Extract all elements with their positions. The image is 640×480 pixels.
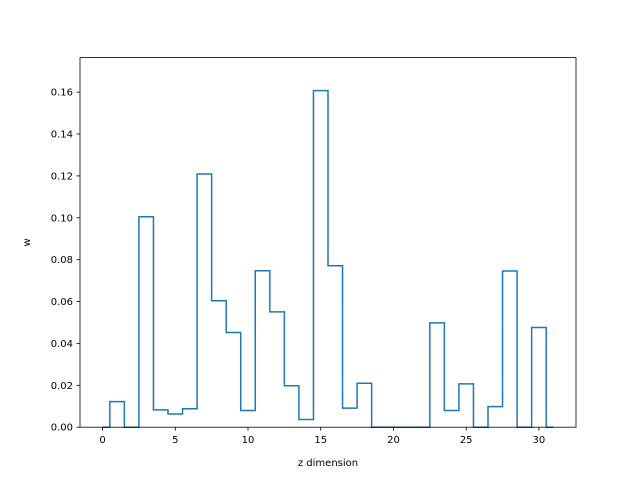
x-tick-label: 0 [99, 435, 105, 446]
x-tick-label: 5 [172, 435, 178, 446]
y-axis: 0.00 0.02 0.04 0.06 0.08 0.10 0.12 0.14 0.16 [51, 88, 80, 434]
y-tick-label: 0.14 [51, 130, 73, 141]
x-tick-label: 10 [242, 435, 255, 446]
x-tick-label: 20 [387, 435, 400, 446]
x-tick-label: 15 [314, 435, 327, 446]
y-tick-label: 0.02 [51, 381, 73, 392]
y-tick-label: 0.06 [51, 297, 73, 308]
x-axis: 0 5 10 15 20 25 30 [99, 427, 545, 446]
y-tick-label: 0.12 [51, 171, 73, 182]
y-axis-label: w [22, 238, 33, 246]
x-tick-label: 25 [460, 435, 473, 446]
x-tick-label: 30 [533, 435, 546, 446]
y-tick-label: 0.04 [51, 339, 73, 350]
y-tick-label: 0.16 [51, 88, 73, 99]
y-tick-label: 0.00 [51, 423, 73, 434]
x-axis-label: z dimension [298, 458, 358, 469]
y-tick-label: 0.10 [51, 213, 73, 224]
y-tick-label: 0.08 [51, 255, 73, 266]
plot-frame [79, 57, 577, 428]
